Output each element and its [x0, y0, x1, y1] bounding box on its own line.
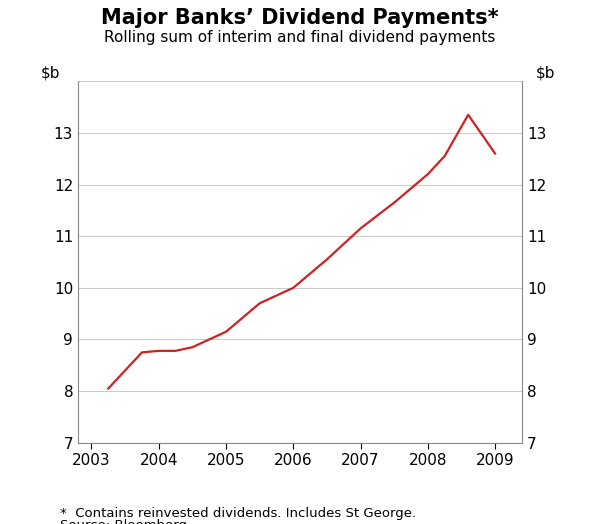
Text: Major Banks’ Dividend Payments*: Major Banks’ Dividend Payments* — [101, 8, 499, 28]
Text: $b: $b — [40, 66, 60, 81]
Text: *  Contains reinvested dividends. Includes St George.: * Contains reinvested dividends. Include… — [60, 507, 416, 520]
Text: $b: $b — [536, 66, 556, 81]
Title: Rolling sum of interim and final dividend payments: Rolling sum of interim and final dividen… — [104, 30, 496, 46]
Text: Source: Bloomberg: Source: Bloomberg — [60, 519, 187, 524]
